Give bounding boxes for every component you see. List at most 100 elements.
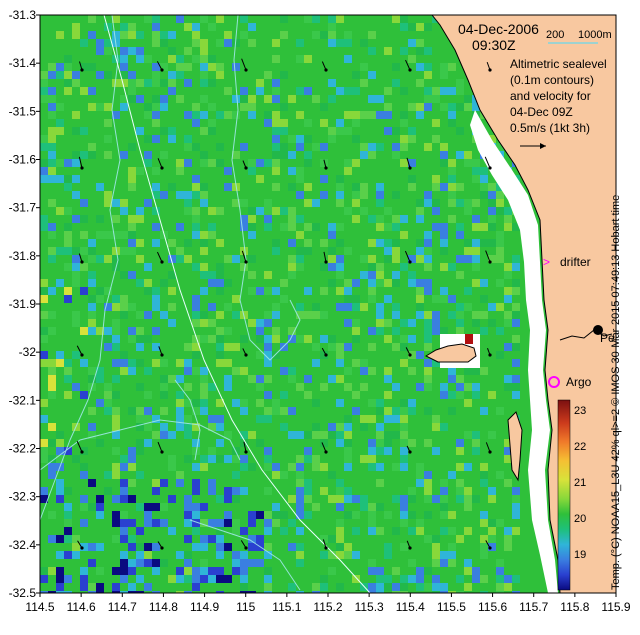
sst-pixel bbox=[416, 287, 424, 295]
sst-pixel bbox=[376, 407, 384, 415]
sst-pixel bbox=[64, 247, 72, 255]
sst-pixel bbox=[56, 535, 64, 543]
sst-pixel bbox=[392, 223, 400, 231]
sst-pixel bbox=[152, 567, 160, 575]
sst-pixel bbox=[200, 199, 208, 207]
sst-pixel bbox=[192, 31, 200, 39]
sst-pixel bbox=[272, 319, 280, 327]
sst-pixel bbox=[376, 423, 384, 431]
sst-pixel bbox=[96, 495, 104, 503]
sst-pixel bbox=[88, 359, 96, 367]
sst-pixel bbox=[152, 31, 160, 39]
sst-pixel bbox=[64, 359, 72, 367]
sst-pixel bbox=[280, 151, 288, 159]
sst-pixel bbox=[192, 223, 200, 231]
sst-pixel bbox=[288, 431, 296, 439]
sst-pixel bbox=[224, 519, 232, 527]
sst-pixel bbox=[144, 511, 152, 519]
velocity-arrowhead bbox=[160, 260, 164, 264]
sst-pixel bbox=[432, 455, 440, 463]
sst-pixel bbox=[392, 583, 400, 591]
sst-pixel bbox=[144, 279, 152, 287]
sst-pixel bbox=[224, 359, 232, 367]
sst-pixel bbox=[376, 327, 384, 335]
sst-pixel bbox=[200, 431, 208, 439]
sst-pixel bbox=[184, 551, 192, 559]
sst-pixel bbox=[296, 463, 304, 471]
sst-pixel bbox=[192, 175, 200, 183]
sst-pixel bbox=[216, 551, 224, 559]
sst-pixel bbox=[336, 343, 344, 351]
velocity-arrow bbox=[485, 442, 491, 453]
sst-pixel bbox=[312, 519, 320, 527]
sst-pixel bbox=[336, 191, 344, 199]
sst-pixel bbox=[40, 335, 48, 343]
sst-pixel bbox=[424, 247, 432, 255]
sst-pixel bbox=[96, 591, 104, 593]
sst-pixel bbox=[88, 247, 96, 255]
sst-pixel bbox=[440, 151, 448, 159]
sst-pixel bbox=[448, 191, 456, 199]
sst-pixel bbox=[136, 327, 144, 335]
velocity-arrowhead bbox=[80, 260, 84, 264]
velocity-arrow bbox=[157, 158, 163, 169]
sst-pixel bbox=[336, 535, 344, 543]
sst-pixel bbox=[408, 39, 416, 47]
sst-pixel bbox=[120, 367, 128, 375]
sst-pixel bbox=[96, 231, 104, 239]
sst-pixel bbox=[232, 399, 240, 407]
sst-pixel bbox=[440, 103, 448, 111]
sst-pixel bbox=[480, 543, 488, 551]
sst-pixel bbox=[272, 95, 280, 103]
y-tick-label: -31.8 bbox=[9, 249, 37, 263]
sst-pixel bbox=[440, 383, 448, 391]
sst-pixel bbox=[376, 279, 384, 287]
sst-pixel bbox=[480, 303, 488, 311]
sst-pixel bbox=[352, 191, 360, 199]
sst-pixel bbox=[200, 519, 208, 527]
sst-pixel bbox=[40, 143, 48, 151]
sst-pixel bbox=[240, 431, 248, 439]
sst-pixel bbox=[416, 255, 424, 263]
sst-pixel bbox=[104, 71, 112, 79]
sst-pixel bbox=[304, 159, 312, 167]
sst-pixel bbox=[440, 239, 448, 247]
sst-pixel bbox=[48, 183, 56, 191]
sst-pixel bbox=[304, 487, 312, 495]
sst-pixel bbox=[456, 383, 464, 391]
velocity-arrow bbox=[243, 441, 247, 453]
sst-pixel bbox=[200, 383, 208, 391]
velocity-arrowhead bbox=[244, 260, 248, 264]
x-tick-label: 115.7 bbox=[519, 600, 548, 614]
sst-pixel bbox=[392, 431, 400, 439]
sst-pixel bbox=[344, 447, 352, 455]
sst-pixel bbox=[312, 231, 320, 239]
sst-pixel bbox=[352, 215, 360, 223]
sst-pixel bbox=[200, 239, 208, 247]
sst-pixel bbox=[200, 407, 208, 415]
side-caption: Temp. (°C) NOAA15_L3U 42% ql>=2 © IMOS 3… bbox=[610, 195, 622, 590]
sst-pixel bbox=[336, 263, 344, 271]
sst-pixel bbox=[400, 15, 408, 23]
sst-pixel bbox=[320, 431, 328, 439]
sst-pixel bbox=[336, 239, 344, 247]
sst-pixel bbox=[432, 575, 440, 583]
sst-pixel bbox=[88, 375, 96, 383]
sst-pixel bbox=[64, 391, 72, 399]
sst-pixel bbox=[88, 311, 96, 319]
sst-pixel bbox=[312, 343, 320, 351]
sst-pixel bbox=[456, 103, 464, 111]
sst-pixel bbox=[320, 551, 328, 559]
sst-pixel bbox=[280, 207, 288, 215]
sst-pixel bbox=[440, 263, 448, 271]
sst-pixel bbox=[392, 271, 400, 279]
sst-pixel bbox=[56, 63, 64, 71]
sst-pixel bbox=[408, 439, 416, 447]
sst-pixel bbox=[376, 143, 384, 151]
sst-pixel bbox=[48, 143, 56, 151]
sst-pixel bbox=[376, 527, 384, 535]
velocity-arrowhead bbox=[408, 260, 412, 264]
sst-pixel bbox=[272, 135, 280, 143]
sst-pixel bbox=[384, 87, 392, 95]
sst-pixel bbox=[440, 495, 448, 503]
